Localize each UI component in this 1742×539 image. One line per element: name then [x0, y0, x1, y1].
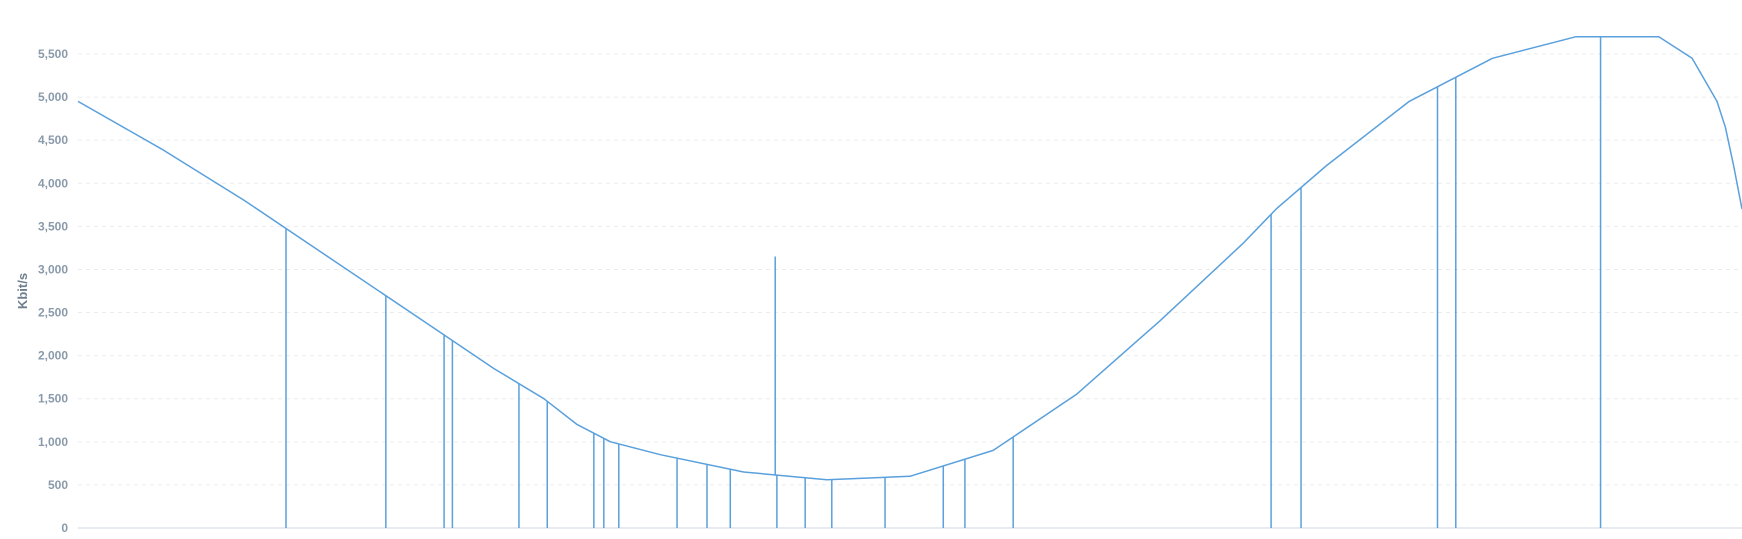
y-tick-label: 500	[48, 478, 68, 492]
y-tick-label: 2,500	[38, 306, 68, 320]
y-tick-label: 2,000	[38, 349, 68, 363]
y-tick-label: 4,000	[38, 176, 68, 190]
y-axis-title: Kbit/s	[15, 273, 30, 309]
y-tick-label: 1,000	[38, 435, 68, 449]
grid	[78, 53, 1742, 486]
y-tick-label: 5,500	[38, 47, 68, 61]
y-tick-label: 4,500	[38, 133, 68, 147]
y-tick-label: 3,500	[38, 219, 68, 233]
y-tick-label: 0	[61, 521, 68, 535]
series-kbit	[77, 36, 1742, 528]
y-tick-label: 1,500	[38, 392, 68, 406]
y-tick-label: 3,000	[38, 262, 68, 276]
series-line	[77, 36, 1742, 481]
y-tick-label: 5,000	[38, 90, 68, 104]
y-axis-ticks: 0 500 1,000 1,500 2,000 2,500 3,000 3,500 4,000 4…	[38, 47, 68, 535]
